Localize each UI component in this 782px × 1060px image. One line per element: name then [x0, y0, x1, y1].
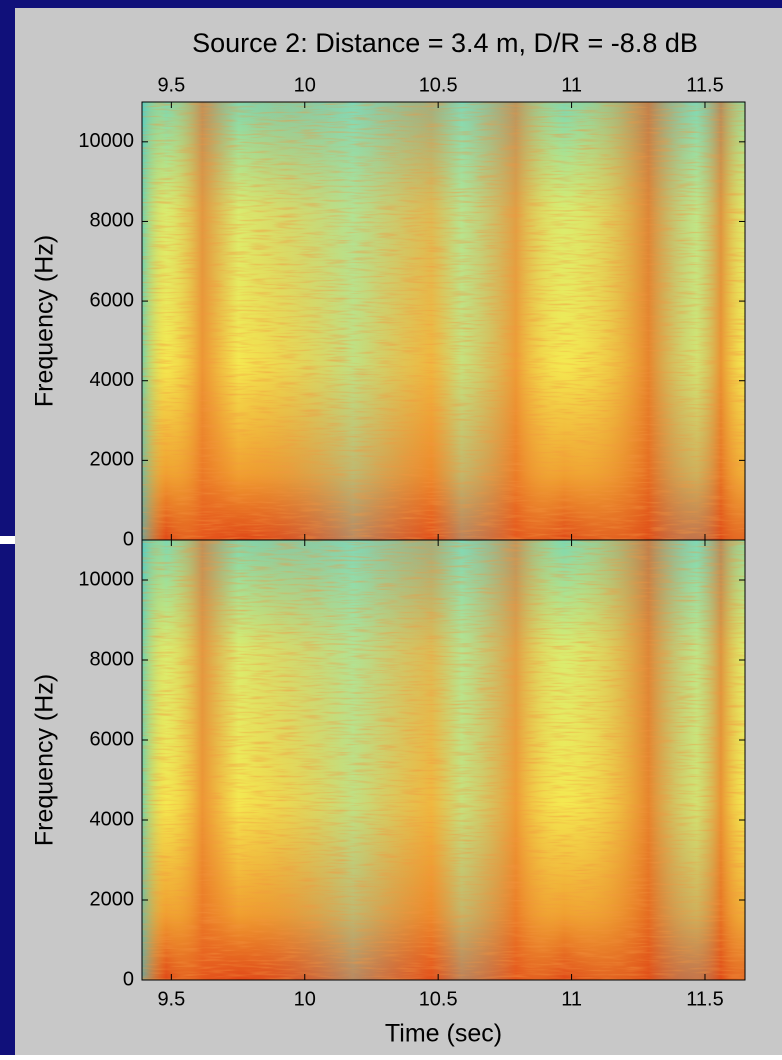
x-tick-label: 9.5 — [157, 74, 185, 96]
y-tick-label: 10000 — [78, 568, 134, 590]
spectrogram-texture — [142, 102, 745, 540]
y-axis-label: Frequency (Hz) — [31, 674, 59, 846]
x-tick-label: 10.5 — [419, 988, 458, 1010]
x-tick-label: 11 — [561, 988, 582, 1010]
x-tick-label: 11 — [561, 74, 582, 96]
x-tick-label: 11.5 — [686, 988, 723, 1010]
y-tick-label: 2000 — [90, 888, 135, 910]
x-tick-label: 9.5 — [157, 988, 185, 1010]
x-tick-label: 10.5 — [419, 74, 458, 96]
y-tick-label: 8000 — [90, 648, 135, 670]
y-tick-label: 6000 — [90, 289, 135, 311]
x-tick-label: 11.5 — [686, 74, 723, 96]
plot-frame — [141, 539, 746, 981]
x-tick-label: 10 — [294, 988, 316, 1010]
y-tick-label: 10000 — [78, 130, 134, 152]
y-tick-label: 2000 — [90, 449, 135, 471]
x-axis-label: Time (sec) — [385, 1020, 502, 1048]
y-tick-label: 6000 — [90, 728, 135, 750]
x-tick-label: 10 — [294, 74, 316, 96]
y-tick-label: 4000 — [90, 369, 135, 391]
chart-title: Source 2: Distance = 3.4 m, D/R = -8.8 d… — [192, 28, 698, 58]
spectrogram-texture — [142, 540, 745, 980]
y-tick-label: 8000 — [90, 210, 135, 232]
y-axis-label: Frequency (Hz) — [31, 235, 59, 407]
marker — [0, 536, 15, 544]
y-tick-label: 0 — [123, 528, 134, 550]
y-tick-label: 4000 — [90, 808, 135, 830]
y-tick-label: 0 — [123, 968, 134, 990]
